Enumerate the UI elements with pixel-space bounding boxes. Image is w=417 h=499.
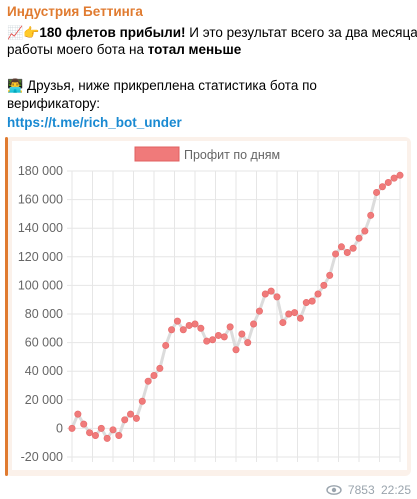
data-point <box>355 234 363 242</box>
technologist-emoji-icon: 👨‍💻 <box>7 79 24 94</box>
view-count: 7853 <box>347 483 375 497</box>
data-point <box>132 414 140 422</box>
data-point <box>279 319 287 327</box>
link-preview-accent-bar <box>5 137 8 476</box>
data-point <box>214 331 222 339</box>
channel-name[interactable]: Индустрия Беттинга <box>7 4 143 19</box>
data-point <box>209 336 217 344</box>
data-point <box>373 188 381 196</box>
data-point <box>238 330 246 338</box>
data-point <box>80 420 88 428</box>
y-tick-label: 100 000 <box>18 278 63 292</box>
data-point <box>121 416 129 424</box>
message-text-1: И это результат всего за два месяца <box>185 25 417 40</box>
data-point <box>261 290 269 298</box>
data-point <box>314 290 322 298</box>
data-point <box>302 299 310 307</box>
data-point <box>232 346 240 354</box>
message-line-1: 📈👉180 флетов прибыли! И это результат вс… <box>7 25 417 41</box>
data-point <box>197 324 205 332</box>
data-point <box>103 434 111 442</box>
chart-and-pointing-emoji-icon: 📈👉 <box>7 26 40 41</box>
data-point <box>361 227 369 235</box>
message-text-4: верификатору: <box>7 96 101 111</box>
data-point <box>343 249 351 257</box>
data-point <box>97 424 105 432</box>
data-point <box>162 341 170 349</box>
y-tick-label: 160 000 <box>18 193 63 207</box>
data-point <box>337 243 345 251</box>
data-point <box>115 432 123 440</box>
data-point <box>109 426 117 434</box>
y-tick-label: 60 000 <box>25 336 63 350</box>
data-point <box>296 314 304 322</box>
message-line-4: верификатору: <box>7 96 100 111</box>
y-tick-label: 80 000 <box>25 307 63 321</box>
data-point <box>68 424 76 432</box>
data-point <box>378 183 386 191</box>
data-point <box>220 333 228 341</box>
bot-type-bold: тотал меньше <box>147 42 242 57</box>
legend-label: Профит по дням <box>184 148 280 162</box>
message-line-2: работы моего бота на тотал меньше <box>7 42 241 57</box>
data-point <box>74 410 82 418</box>
data-point <box>285 310 293 318</box>
bot-link[interactable]: https://t.me/rich_bot_under <box>7 115 182 130</box>
data-point <box>203 337 211 345</box>
y-tick-label: 40 000 <box>25 364 63 378</box>
data-point <box>367 211 375 219</box>
data-point <box>179 326 187 334</box>
data-point <box>244 339 252 347</box>
data-point <box>320 281 328 289</box>
data-point <box>291 309 299 317</box>
data-point <box>326 271 334 279</box>
y-tick-label: 120 000 <box>18 250 63 264</box>
data-point <box>168 326 176 334</box>
data-point <box>396 171 404 179</box>
profit-headline: 180 флетов прибыли! <box>39 25 186 40</box>
data-point <box>185 321 193 329</box>
message-text-2: работы моего бота на <box>7 42 148 57</box>
data-point <box>267 287 275 295</box>
y-tick-label: 0 <box>56 421 63 435</box>
data-point <box>250 320 258 328</box>
message-line-3: 👨‍💻 Друзья, ниже прикреплена статистика … <box>7 78 317 94</box>
data-point <box>332 250 340 258</box>
data-point <box>86 429 94 437</box>
data-point <box>384 178 392 186</box>
y-tick-label: 20 000 <box>25 393 63 407</box>
data-point <box>127 410 135 418</box>
data-point <box>144 377 152 385</box>
data-point <box>156 364 164 372</box>
data-point <box>91 432 99 440</box>
data-point <box>150 371 158 379</box>
data-point <box>173 317 181 325</box>
data-point <box>349 244 357 252</box>
message-time: 22:25 <box>380 483 411 497</box>
message-text-3: Друзья, ниже прикреплена статистика бота… <box>23 78 317 93</box>
data-point <box>390 174 398 182</box>
y-tick-label: -20 000 <box>21 450 63 464</box>
data-point <box>273 293 281 301</box>
y-tick-label: 140 000 <box>18 221 63 235</box>
data-point <box>255 307 263 315</box>
data-point <box>226 323 234 331</box>
data-point <box>138 397 146 405</box>
y-tick-label: 180 000 <box>18 164 63 178</box>
legend-swatch <box>134 146 180 162</box>
eye-icon <box>325 485 342 495</box>
data-point <box>308 297 316 305</box>
data-point <box>191 320 199 328</box>
message-footer: 7853 22:25 <box>325 483 411 497</box>
